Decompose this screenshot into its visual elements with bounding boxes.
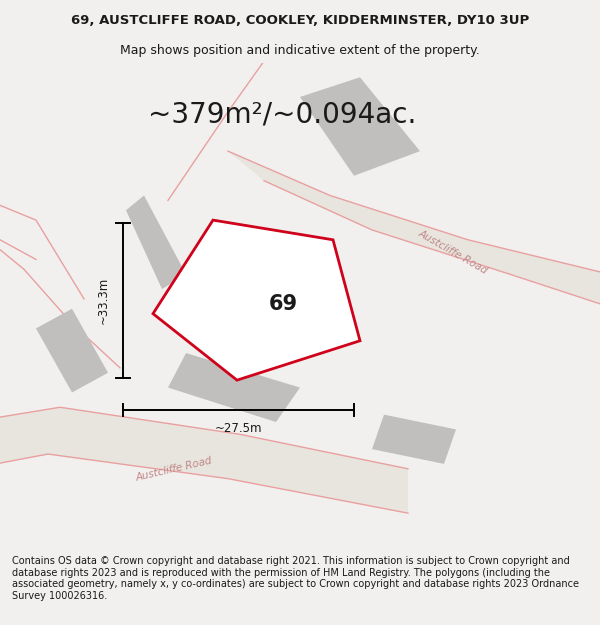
Polygon shape <box>228 151 600 314</box>
Text: Contains OS data © Crown copyright and database right 2021. This information is : Contains OS data © Crown copyright and d… <box>12 556 579 601</box>
Text: 69, AUSTCLIFFE ROAD, COOKLEY, KIDDERMINSTER, DY10 3UP: 69, AUSTCLIFFE ROAD, COOKLEY, KIDDERMINS… <box>71 14 529 27</box>
Text: ~33.3m: ~33.3m <box>97 276 110 324</box>
Polygon shape <box>372 414 456 464</box>
Text: Map shows position and indicative extent of the property.: Map shows position and indicative extent… <box>120 44 480 57</box>
Polygon shape <box>126 196 186 289</box>
Text: ~379m²/~0.094ac.: ~379m²/~0.094ac. <box>148 100 416 128</box>
Polygon shape <box>168 353 300 422</box>
Polygon shape <box>36 309 108 392</box>
Text: 69: 69 <box>269 294 298 314</box>
Text: Austcliffe Road: Austcliffe Road <box>416 228 490 276</box>
Polygon shape <box>0 408 408 513</box>
Polygon shape <box>300 78 420 176</box>
Polygon shape <box>153 220 360 380</box>
Text: ~27.5m: ~27.5m <box>215 422 262 435</box>
Text: Austcliffe Road: Austcliffe Road <box>135 455 213 482</box>
